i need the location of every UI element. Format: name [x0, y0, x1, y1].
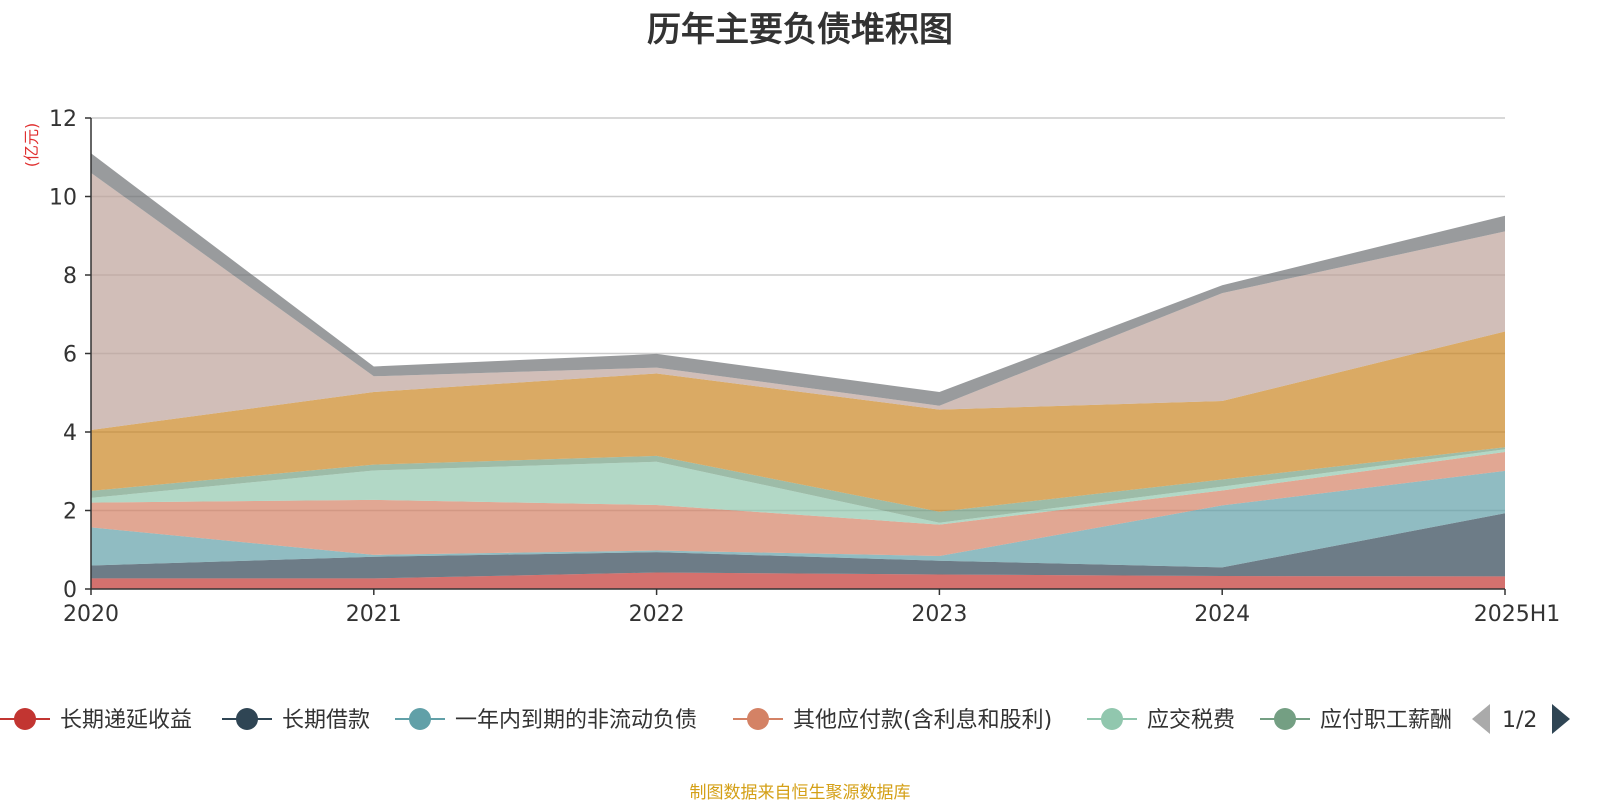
x-tick-label: 2024	[1194, 602, 1250, 627]
x-tick-label: 2020	[63, 602, 119, 627]
legend-clip-mask	[1452, 700, 1472, 740]
legend: 长期递延收益 长期借款 一年内到期的非流动负债 其他应付款(含利息和股利) 应交税费 应付…	[0, 700, 1570, 740]
legend-marker-icon	[1274, 708, 1296, 730]
area-series-7	[91, 331, 1505, 512]
area-series-4	[91, 452, 1505, 556]
y-tick-label: 6	[63, 343, 77, 368]
y-axis-label: (亿元)	[22, 123, 41, 168]
legend-item[interactable]: 长期递延收益	[0, 708, 192, 733]
legend-marker-icon	[236, 708, 258, 730]
legend-next-page-icon[interactable]	[1552, 704, 1570, 734]
legend-item-label: 长期借款	[282, 708, 370, 733]
legend-marker-icon	[14, 708, 36, 730]
area-series-6	[91, 447, 1505, 523]
legend-item[interactable]: 一年内到期的非流动负债	[395, 708, 697, 733]
y-tick-label: 2	[63, 500, 77, 525]
x-tick-label: 2025H1	[1474, 602, 1561, 627]
y-tick-label: 10	[49, 186, 77, 211]
x-tick-label: 2021	[346, 602, 402, 627]
legend-marker-icon	[1101, 708, 1123, 730]
area-series-3	[91, 470, 1505, 568]
x-tick-label: 2022	[629, 602, 685, 627]
legend-item-label: 长期递延收益	[60, 708, 192, 733]
y-tick-label: 12	[49, 107, 77, 132]
legend-prev-page-icon[interactable]	[1472, 704, 1490, 734]
source-footnote: 制图数据来自恒生聚源数据库	[689, 783, 911, 803]
tick-labels: 0 2 4 6 8 10 12 2020 2021 2022 2023 2024 2025H1	[49, 107, 1560, 627]
area-series-5	[91, 449, 1505, 525]
legend-marker-icon	[409, 708, 431, 730]
legend-marker-icon	[747, 708, 769, 730]
legend-item[interactable]: 其他应付款(含利息和股利)	[733, 708, 1052, 733]
x-tick-label: 2023	[911, 602, 967, 627]
legend-item-label: 其他应付款(含利息和股利)	[793, 708, 1052, 733]
legend-item-label: 应付职工薪酬	[1320, 708, 1452, 733]
y-axis-label-group: (亿元)	[22, 123, 41, 168]
legend-page-indicator: 1/2	[1502, 708, 1537, 733]
y-tick-label: 4	[63, 421, 77, 446]
area-series	[91, 153, 1505, 589]
area-series-8	[91, 172, 1505, 430]
legend-item-label: 一年内到期的非流动负债	[455, 708, 697, 733]
y-tick-label: 8	[63, 264, 77, 289]
chart-title: 历年主要负债堆积图	[647, 10, 953, 50]
area-series-2	[91, 513, 1505, 579]
area-series-1	[91, 572, 1505, 589]
axes	[85, 117, 1506, 595]
legend-item-label: 应交税费	[1147, 708, 1235, 733]
legend-item[interactable]: 应交税费	[1087, 708, 1235, 733]
legend-item[interactable]: 长期借款	[222, 708, 370, 733]
legend-item[interactable]: 应付职工薪酬	[1260, 708, 1452, 733]
y-tick-label: 0	[63, 578, 77, 603]
